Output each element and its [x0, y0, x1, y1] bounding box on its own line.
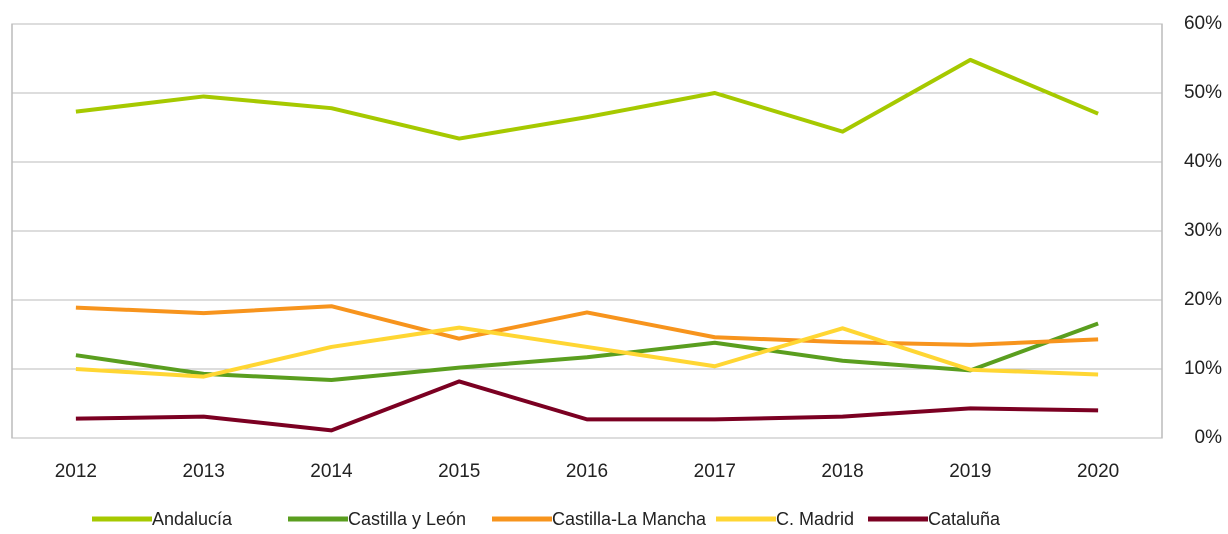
- legend-label: Andalucía: [152, 509, 233, 529]
- y-tick-label: 20%: [1184, 289, 1222, 310]
- x-tick-label: 2016: [566, 461, 608, 482]
- series-line: [75, 379, 1099, 433]
- x-tick-label: 2014: [310, 461, 353, 482]
- x-tick-label: 2017: [694, 461, 736, 482]
- series-line: [75, 321, 1099, 383]
- legend-label: Castilla-La Mancha: [552, 509, 707, 529]
- y-tick-label: 0%: [1195, 427, 1223, 448]
- x-tick-label: 2013: [183, 461, 225, 482]
- x-tick-label: 2018: [821, 461, 863, 482]
- y-tick-label: 10%: [1184, 358, 1222, 379]
- legend: Andalucía Castilla y León Castilla-La Manc…: [92, 509, 1001, 529]
- legend-label: Castilla y León: [348, 509, 466, 529]
- x-tick-label: 2015: [438, 461, 480, 482]
- legend-label: C. Madrid: [776, 509, 854, 529]
- y-tick-label: 40%: [1184, 151, 1222, 172]
- x-tick-label: 2020: [1077, 461, 1119, 482]
- legend-label: Cataluña: [928, 509, 1001, 529]
- series-line: [75, 57, 1099, 141]
- series-line: [75, 304, 1099, 347]
- y-tick-label: 50%: [1184, 82, 1222, 103]
- y-tick-label: 60%: [1184, 13, 1222, 34]
- x-tick-label: 2019: [949, 461, 991, 482]
- series-line: [75, 325, 1099, 379]
- x-tick-label: 2012: [55, 461, 97, 482]
- y-tick-label: 30%: [1184, 220, 1222, 241]
